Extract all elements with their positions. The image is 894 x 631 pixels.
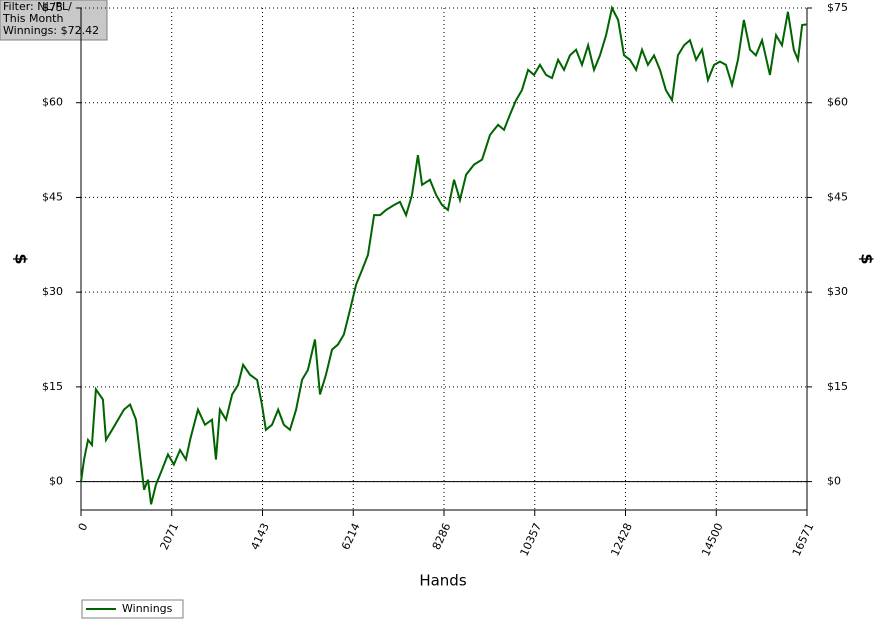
y2-tick-label: $45: [827, 190, 848, 203]
x-tick-label: 4143: [248, 521, 272, 552]
x-axis-label: Hands: [419, 572, 466, 590]
annotation: This Month: [2, 12, 63, 25]
y2-tick-label: $75: [827, 1, 848, 14]
annotation: Filter: NL/PL/: [3, 0, 72, 13]
y2-tick-label: $60: [827, 96, 848, 109]
y2-tick-label: $30: [827, 285, 848, 298]
legend: [81, 599, 184, 619]
y-tick-label: $60: [42, 96, 63, 109]
y2-tick-label: $15: [827, 380, 848, 393]
y2-tick-label: $0: [827, 475, 841, 488]
x-tick-label: 12428: [608, 521, 635, 558]
legend-label: Winnings: [122, 602, 173, 615]
y-axis-label: $: [12, 253, 31, 264]
winnings-line: [80, 5, 808, 505]
y-tick-label: $45: [42, 190, 63, 203]
x-tick-label: 16571: [790, 521, 817, 558]
y-tick-label: $0: [49, 475, 63, 488]
y-tick-label: $75: [42, 1, 63, 14]
y2-axis-label: $: [858, 253, 877, 264]
x-tick-label: 14500: [699, 521, 726, 558]
x-tick-label: 10357: [518, 521, 545, 558]
x-tick-label: 8286: [430, 521, 454, 552]
x-tick-label: 6214: [339, 521, 363, 552]
x-tick-label: 2071: [158, 521, 182, 552]
annotation: Winnings: $72.42: [3, 24, 99, 37]
annotation-box: [0, 0, 108, 41]
y-tick-label: $15: [42, 380, 63, 393]
x-tick-label: 0: [76, 521, 91, 533]
y-tick-label: $30: [42, 285, 63, 298]
